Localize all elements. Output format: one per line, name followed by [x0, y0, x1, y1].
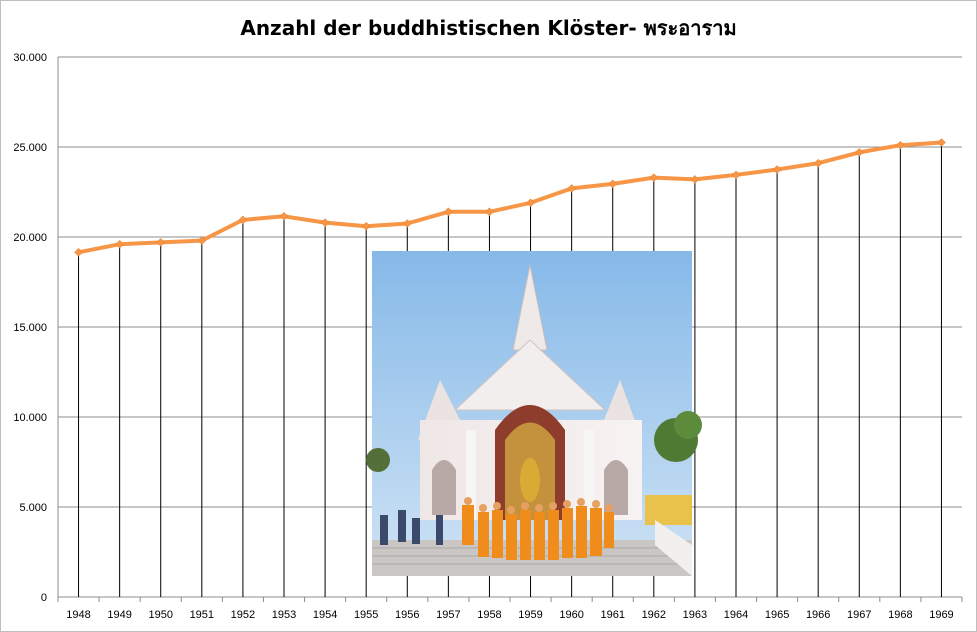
tick-labels: 0 5.000 10.000 15.000 20.000 25.000 30.000 1948… — [13, 52, 953, 621]
data-point — [320, 218, 330, 227]
x-tick-label: 1948 — [66, 609, 90, 621]
data-point — [937, 138, 946, 147]
x-tick-label: 1968 — [888, 609, 912, 621]
y-tick-label: 10.000 — [13, 412, 47, 424]
y-tick-label: 30.000 — [13, 52, 47, 64]
series-line — [76, 140, 944, 255]
axes — [57, 57, 963, 602]
x-tick-label: 1958 — [477, 609, 501, 621]
y-tick-label: 20.000 — [13, 232, 47, 244]
y-tick-label: 0 — [41, 592, 47, 604]
data-point — [813, 158, 823, 168]
y-tick-label: 5.000 — [19, 502, 47, 514]
data-point — [690, 175, 700, 184]
x-tick-label: 1951 — [190, 609, 214, 621]
x-tick-label: 1955 — [354, 609, 378, 621]
temple-with-monks-photo — [366, 251, 702, 576]
x-tick-label: 1952 — [231, 609, 255, 621]
x-tick-label: 1961 — [600, 609, 624, 621]
data-point — [485, 207, 494, 217]
series-line-layer — [74, 138, 946, 257]
data-point — [731, 170, 741, 180]
x-tick-label: 1966 — [806, 609, 830, 621]
x-tick-label: 1969 — [929, 609, 953, 621]
x-tick-label: 1965 — [765, 609, 789, 621]
data-point — [361, 221, 371, 231]
data-point — [156, 238, 166, 247]
data-point — [649, 173, 659, 182]
data-point — [444, 207, 453, 217]
data-point — [402, 219, 412, 228]
x-tick-label: 1957 — [436, 609, 460, 621]
x-tick-label: 1950 — [148, 609, 172, 621]
data-point — [526, 198, 535, 208]
x-tick-label: 1960 — [559, 609, 583, 621]
data-point — [238, 215, 248, 225]
x-tick-label: 1962 — [642, 609, 666, 621]
x-tick-label: 1959 — [518, 609, 542, 621]
data-point — [854, 148, 864, 157]
x-tick-label: 1963 — [683, 609, 707, 621]
data-point — [197, 236, 207, 245]
chart-title: Anzahl der buddhistischen Klöster- พระอา… — [240, 16, 737, 40]
data-point — [608, 179, 618, 189]
x-tick-label: 1964 — [724, 609, 748, 621]
x-tick-label: 1949 — [107, 609, 131, 621]
y-tick-label: 25.000 — [13, 142, 47, 154]
data-point — [772, 165, 782, 174]
data-point — [567, 184, 576, 193]
data-point — [896, 140, 905, 150]
x-tick-label: 1967 — [847, 609, 871, 621]
x-tick-label: 1954 — [313, 609, 337, 621]
x-tick-label: 1956 — [395, 609, 419, 621]
data-point — [74, 247, 83, 257]
y-tick-label: 15.000 — [13, 322, 47, 334]
data-point — [279, 211, 289, 221]
x-tick-label: 1953 — [272, 609, 296, 621]
data-point — [115, 239, 124, 249]
